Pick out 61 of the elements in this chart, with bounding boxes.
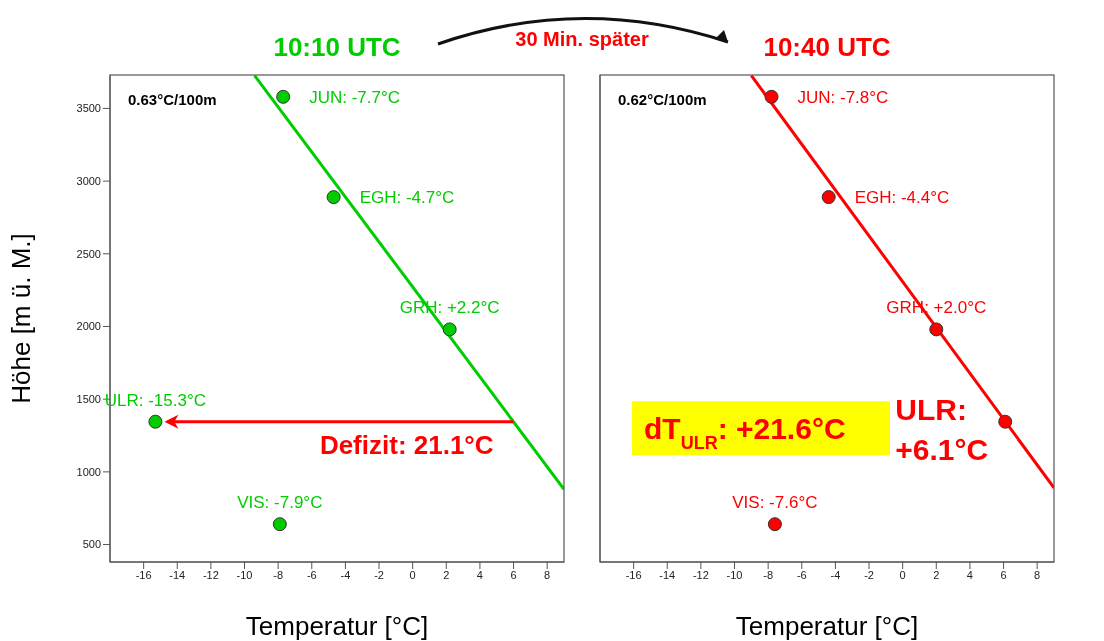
annotation: ULR: +6.1°C (895, 392, 989, 466)
y-tick-label: 3500 (76, 102, 101, 115)
x-tick-label: -14 (169, 568, 186, 581)
point (998, 414, 1013, 429)
x-tick-label: -2 (374, 568, 384, 581)
annotation: ULR: -15.3°C (104, 390, 207, 410)
x-tick-label: 2 (933, 568, 940, 581)
x-tick-label: -4 (340, 568, 351, 581)
point (276, 89, 291, 104)
x-tick-label: -16 (625, 568, 642, 581)
x-tick-label: 0 (899, 568, 906, 581)
text: 30 Min. später (515, 28, 649, 50)
y-tick-label: 3000 (76, 175, 101, 188)
point (148, 414, 163, 429)
annotation: VIS: -7.9°C (237, 493, 323, 513)
annotation: EGH: -4.7°C (359, 188, 455, 208)
x-axis-title: Temperatur [°C] (245, 611, 429, 641)
annotation: JUN: -7.7°C (309, 87, 401, 107)
x-tick-label: -10 (726, 568, 743, 581)
y-tick-label: 2500 (76, 247, 101, 260)
point (272, 517, 287, 532)
x-tick-label: -10 (236, 568, 253, 581)
point (767, 517, 782, 532)
annotation: EGH: -4.4°C (854, 188, 950, 208)
x-tick-label: 8 (1034, 568, 1041, 581)
x-tick-label: -8 (273, 568, 284, 581)
x-tick-label: 6 (1000, 568, 1007, 581)
y-tick-label: 1500 (76, 393, 101, 406)
x-tick-label: -12 (202, 568, 219, 581)
x-tick-label: -14 (659, 568, 676, 581)
x-tick-label: -12 (692, 568, 709, 581)
x-tick-label: -6 (306, 568, 317, 581)
x-tick-label: 0 (409, 568, 416, 581)
annotation: 0.62°C/100m (618, 91, 707, 108)
x-tick-label: 6 (510, 568, 517, 581)
x-tick-label: -2 (864, 568, 874, 581)
annotation: JUN: -7.8°C (797, 87, 889, 107)
annotation: dT$_{ULR}$: +21.6°C (644, 412, 846, 454)
x-tick-label: 8 (544, 568, 551, 581)
x-tick-label: -4 (830, 568, 841, 581)
x-tick-label: -16 (135, 568, 152, 581)
x-tick-label: -8 (763, 568, 774, 581)
y-tick-label: 500 (82, 538, 101, 551)
annotation: VIS: -7.6°C (732, 493, 818, 513)
y-tick-label: 1000 (76, 465, 101, 478)
y-tick-label: 2000 (76, 320, 101, 333)
point (764, 89, 779, 104)
x-axis-title: Temperatur [°C] (735, 611, 919, 641)
chart-title: 10:10 UTC (273, 32, 401, 62)
point (442, 322, 457, 337)
x-tick-label: 4 (476, 568, 483, 581)
point (929, 322, 944, 337)
x-tick-label: -6 (796, 568, 807, 581)
x-tick-label: 2 (443, 568, 450, 581)
point (821, 190, 836, 205)
chart-title: 10:40 UTC (763, 32, 891, 62)
x-tick-label: 4 (966, 568, 973, 581)
annotation: 0.63°C/100m (128, 91, 217, 108)
point (326, 190, 341, 205)
y-axis-title: Höhe [m ü. M.] (6, 233, 36, 404)
annotation: Defizit: 21.1°C (319, 429, 494, 460)
